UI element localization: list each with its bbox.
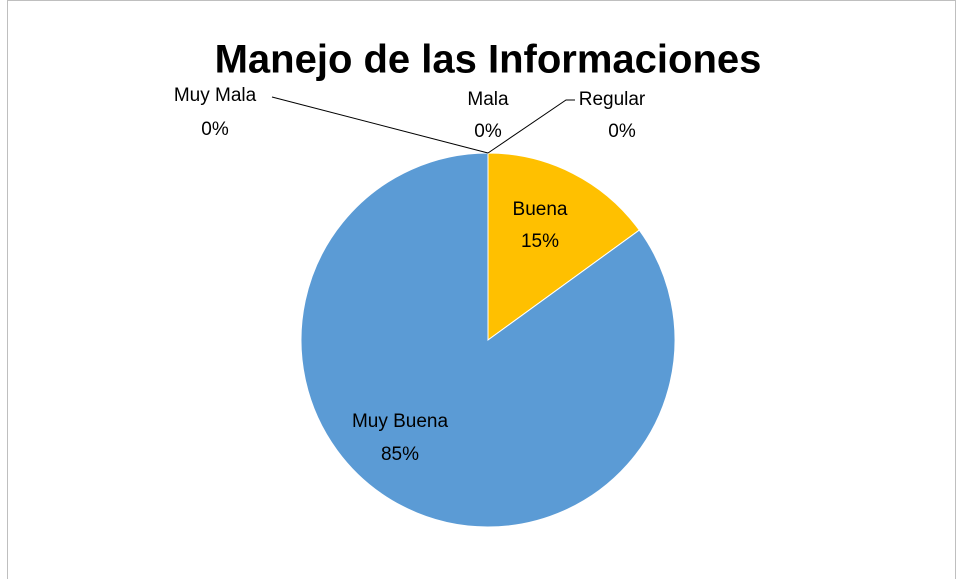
pie-slice	[300, 152, 676, 528]
data-label-name: Regular	[579, 89, 646, 110]
data-label-name: Muy Mala	[174, 85, 257, 106]
pie-slice	[487, 152, 640, 341]
data-label-name: Mala	[467, 89, 509, 110]
chart-title: Manejo de las Informaciones	[215, 38, 762, 82]
data-label-name: Buena	[513, 199, 568, 220]
leader-line	[487, 99, 575, 154]
data-label-name: Muy Buena	[352, 411, 449, 432]
data-label-value: 0%	[201, 119, 229, 140]
leader-line	[271, 96, 489, 154]
data-label-value: 0%	[608, 121, 636, 142]
data-label-value: 0%	[474, 121, 502, 142]
data-label-value: 15%	[521, 231, 559, 252]
data-label-value: 85%	[381, 444, 419, 465]
pie	[300, 152, 676, 528]
